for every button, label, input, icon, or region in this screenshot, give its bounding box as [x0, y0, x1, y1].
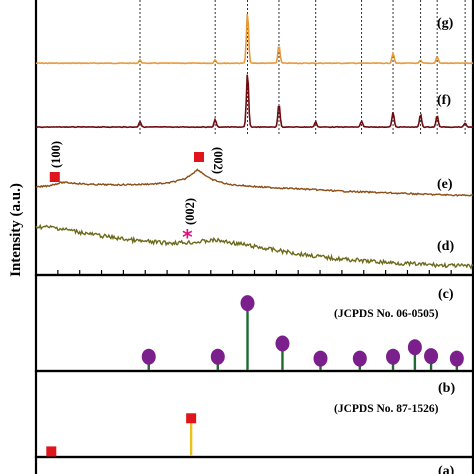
reference-c-marker: [352, 350, 367, 367]
peak-100-label: (100): [49, 141, 63, 168]
jcpds-label-c: (JCPDS No. 06-0505): [334, 308, 439, 320]
jcpds-label-b: (JCPDS No. 87-1526): [334, 403, 439, 415]
upper-panel-frame: [34, 0, 474, 277]
carbon-peak-label: (002): [183, 198, 197, 225]
panel-label-d: (d): [437, 239, 454, 254]
diffraction-patterns: [35, 13, 474, 270]
reference-lines: [139, 0, 466, 134]
reference-pattern-c: [141, 295, 464, 370]
peak-annotations: (100) (002)*(002): [49, 141, 225, 249]
peak-002-label: (002): [211, 147, 225, 174]
reference-c-marker: [275, 335, 290, 352]
reference-c-marker: [386, 348, 401, 365]
reference-c-marker: [210, 348, 225, 365]
carbon-peak-star: *: [182, 225, 193, 249]
reference-c-marker: [407, 339, 422, 356]
panel-c-frame: [34, 273, 474, 373]
panel-label-f: (f): [437, 93, 451, 108]
pattern-g-line: [36, 13, 474, 65]
reference-c-marker: [240, 295, 255, 312]
panel-a-frame: [34, 455, 474, 474]
panel-label-b: (b): [438, 381, 455, 396]
panel-label-g: (g): [437, 16, 454, 31]
pattern-d-line: [35, 223, 474, 270]
reference-b-marker: [46, 446, 57, 457]
peak-100-marker: [49, 172, 60, 182]
reference-c-marker: [313, 350, 328, 367]
panel-label-e: (e): [437, 177, 453, 192]
pattern-e-line: [35, 168, 473, 197]
reference-pattern-b: [46, 413, 197, 457]
reference-c-marker: [449, 350, 464, 367]
pattern-f-line: [35, 74, 474, 129]
panel-label-a: (a): [438, 464, 455, 474]
x-ticks: [57, 270, 452, 275]
peak-002-marker: [194, 152, 205, 162]
reference-c-marker: [141, 348, 156, 365]
reference-b-marker: [186, 413, 197, 424]
panel-label-c: (c): [438, 287, 454, 302]
reference-c-marker: [424, 348, 439, 365]
y-axis-label: Intensity (a.u.): [8, 183, 24, 277]
